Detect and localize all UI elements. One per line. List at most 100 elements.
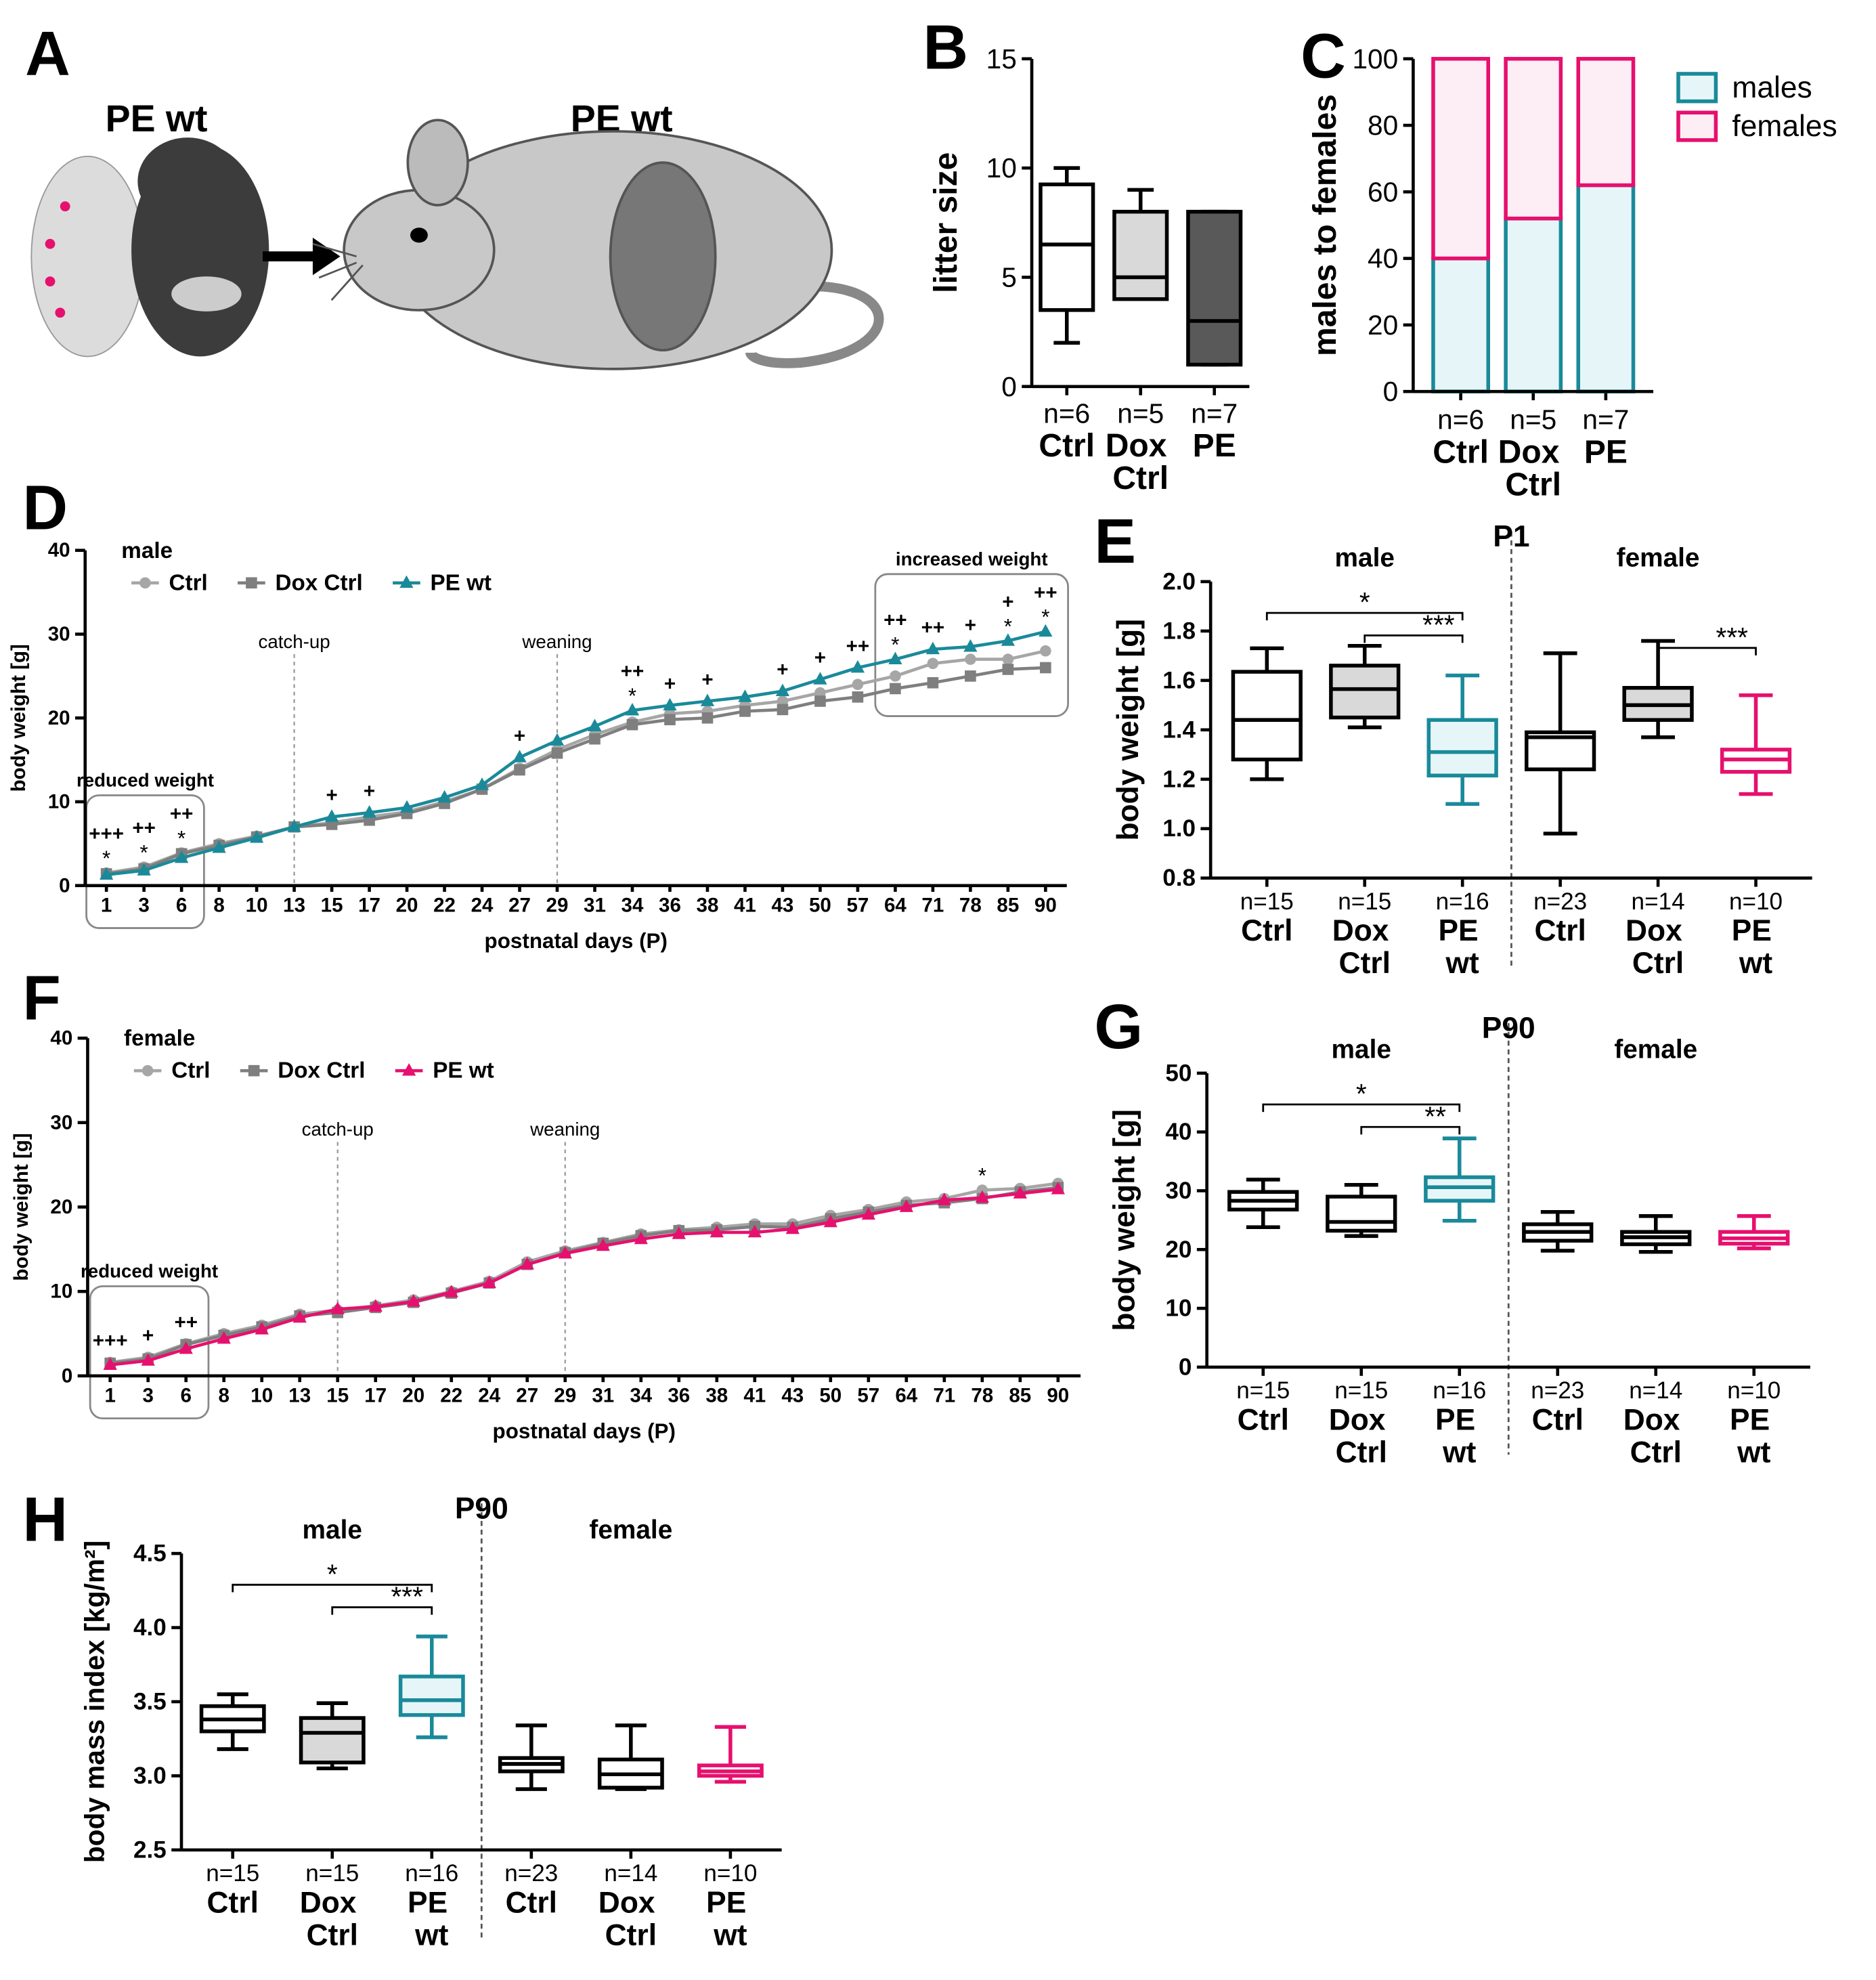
label-line: wt xyxy=(713,1918,747,1952)
marker xyxy=(1001,633,1016,646)
whiskers xyxy=(312,242,364,301)
x-category-label: PE wt xyxy=(706,1886,754,1952)
x-tick-label: 90 xyxy=(1047,1385,1069,1407)
panel-letter: F xyxy=(22,962,60,1033)
n-label: n=23 xyxy=(504,1860,558,1887)
marker xyxy=(399,800,414,813)
legend-label: PE wt xyxy=(433,1058,494,1083)
marker xyxy=(672,1226,686,1239)
significance-plus: + xyxy=(701,668,713,691)
x-tick-label: 34 xyxy=(630,1385,652,1407)
label-line: PE xyxy=(1435,1403,1483,1436)
x-tick-label: 6 xyxy=(176,895,187,917)
label-line: Ctrl xyxy=(506,1886,557,1919)
x-tick-label: 27 xyxy=(516,1385,538,1407)
marker xyxy=(937,1192,951,1205)
bar-segment xyxy=(1576,57,1636,188)
legend-label: Dox Ctrl xyxy=(278,1058,365,1083)
panel-letter: A xyxy=(25,18,70,89)
group-label: male xyxy=(1332,1035,1391,1064)
label-line: Ctrl xyxy=(1112,460,1169,496)
significance-star: * xyxy=(891,633,899,657)
x-category-label: Dox Ctrl xyxy=(1332,914,1397,980)
x-category-label: PE xyxy=(1193,428,1236,464)
marker xyxy=(747,1224,762,1238)
marker xyxy=(927,676,939,689)
annotation-label: weaning xyxy=(529,1119,600,1140)
label-line: Ctrl xyxy=(1339,947,1391,980)
legend-label: Dox Ctrl xyxy=(276,570,363,595)
x-category-label: Ctrl xyxy=(1039,428,1095,464)
x-tick-label: 20 xyxy=(396,895,418,917)
marker xyxy=(287,819,301,832)
label-line: PE xyxy=(1193,428,1236,464)
x-category-label: Dox Ctrl xyxy=(1329,1403,1394,1469)
y-tick-label: 3.5 xyxy=(133,1689,167,1715)
annotation-region xyxy=(89,1285,210,1420)
significance-plus: + xyxy=(814,647,826,669)
marker xyxy=(139,577,151,589)
box xyxy=(1039,182,1095,312)
y-tick-label: 1.2 xyxy=(1162,766,1196,792)
y-tick-label: 20 xyxy=(48,707,70,729)
annotation-label: catch-up xyxy=(302,1119,374,1140)
x-tick-label: 27 xyxy=(508,895,531,917)
annotation-label: catch-up xyxy=(258,631,330,652)
x-category-label: Dox Ctrl xyxy=(598,1886,663,1952)
marker xyxy=(975,1190,989,1203)
x-tick-label: 38 xyxy=(697,895,719,917)
panel-letter: D xyxy=(22,472,68,542)
x-category-label: Dox Ctrl xyxy=(1498,434,1569,502)
significance-label: ** xyxy=(1424,1100,1446,1132)
panel-letter: E xyxy=(1094,506,1136,576)
label-line: Dox xyxy=(1498,434,1569,470)
y-tick-label: 40 xyxy=(50,1027,72,1050)
marker xyxy=(775,683,790,697)
x-tick-label: 3 xyxy=(142,1385,153,1407)
n-label: n=15 xyxy=(1338,888,1391,915)
x-tick-label: 31 xyxy=(592,1385,614,1407)
y-axis-title: males to females xyxy=(1307,94,1343,356)
marker xyxy=(248,1064,260,1077)
dot xyxy=(45,276,56,286)
marker xyxy=(777,704,789,716)
marker xyxy=(475,777,489,790)
n-label: n=16 xyxy=(405,1860,458,1887)
significance-bracket xyxy=(232,1583,433,1593)
significance-bracket xyxy=(331,1606,433,1615)
y-tick-label: 30 xyxy=(48,623,70,645)
significance-star: * xyxy=(1004,614,1012,638)
y-axis-title: body weight [g] xyxy=(10,1133,32,1280)
marker xyxy=(1002,653,1014,665)
n-label: n=14 xyxy=(1632,888,1685,915)
significance-bracket xyxy=(1262,1103,1461,1113)
x-category-label: Ctrl xyxy=(1433,434,1489,470)
marker xyxy=(664,714,676,726)
significance-plus: +++ xyxy=(89,823,124,845)
x-category-label: PE wt xyxy=(1438,914,1486,980)
significance-plus: + xyxy=(664,673,676,695)
significance-label: *** xyxy=(1716,622,1749,653)
implant xyxy=(609,161,717,352)
significance-plus: + xyxy=(777,658,788,681)
x-category-label: Ctrl xyxy=(1532,1403,1584,1436)
label-line: Ctrl xyxy=(1039,428,1095,464)
marker xyxy=(255,1322,269,1335)
label-line: Ctrl xyxy=(207,1886,259,1919)
x-category-label: Dox Ctrl xyxy=(300,1886,365,1952)
y-tick-label: 50 xyxy=(1165,1060,1192,1086)
marker xyxy=(823,1214,837,1228)
significance-bracket xyxy=(1364,634,1464,643)
x-tick-label: 36 xyxy=(668,1385,690,1407)
x-tick-label: 6 xyxy=(180,1385,191,1407)
marker xyxy=(965,670,976,682)
x-tick-label: 41 xyxy=(743,1385,766,1407)
significance-plus: + xyxy=(142,1325,154,1347)
marker xyxy=(1040,662,1051,674)
significance-label: *** xyxy=(391,1581,423,1612)
x-tick-label: 15 xyxy=(326,1385,349,1407)
marker xyxy=(596,1238,610,1251)
y-tick-label: 80 xyxy=(1368,110,1398,141)
marker xyxy=(292,1310,307,1323)
marker xyxy=(444,1285,458,1297)
